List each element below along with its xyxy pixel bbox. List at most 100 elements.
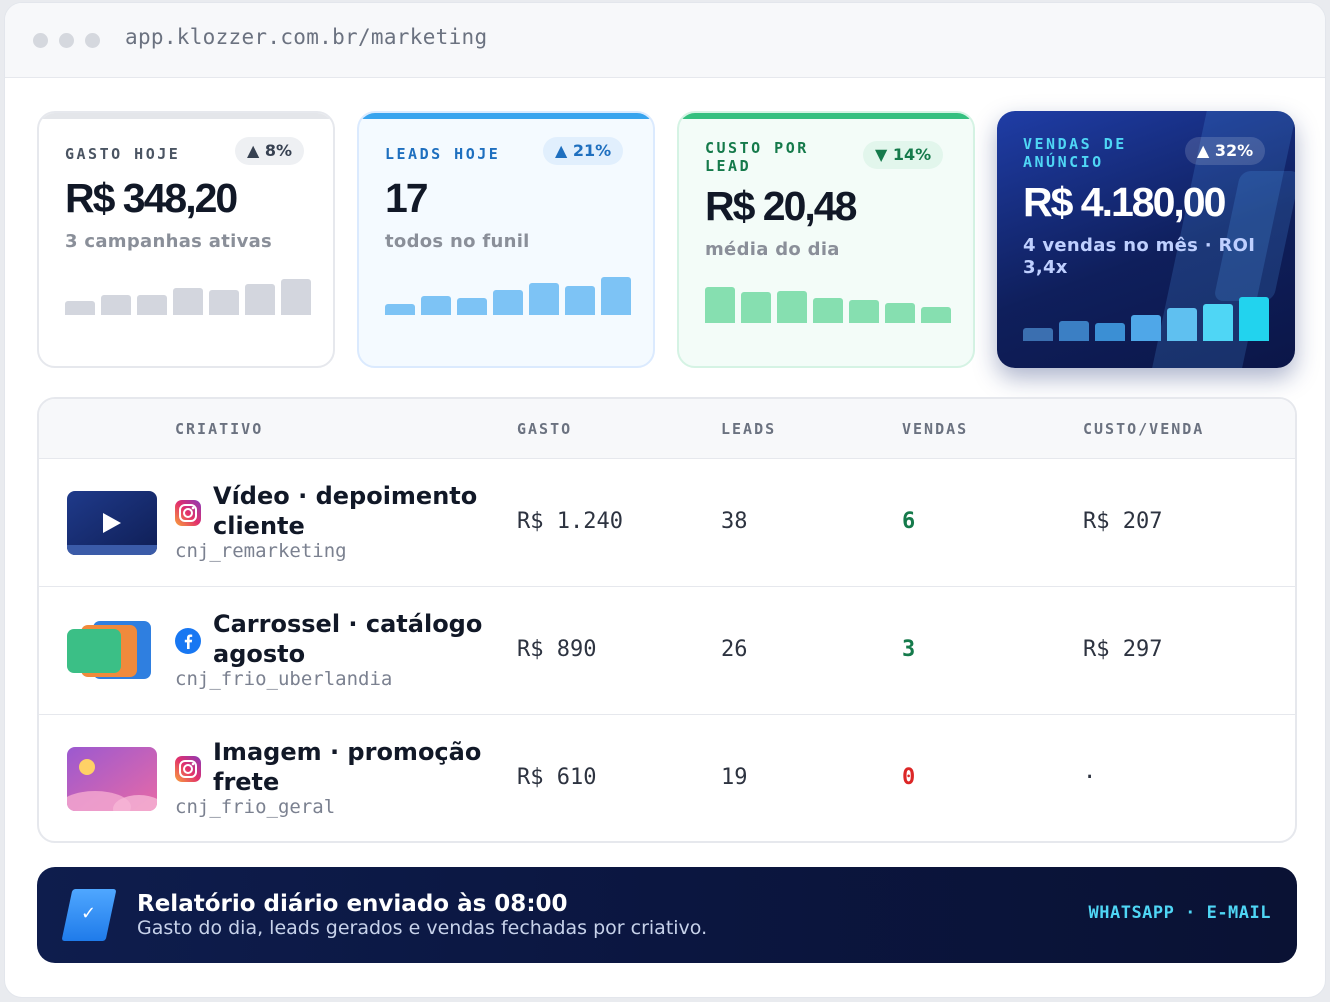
creative-title[interactable]: Carrossel · catálogo agosto: [213, 610, 483, 668]
instagram-icon: [175, 756, 201, 782]
table-row[interactable]: Imagem · promoção frete cnj_frio_geral R…: [39, 715, 1295, 841]
sparkline-bar: [493, 290, 523, 315]
sparkline: [65, 279, 311, 315]
sparkline-bar: [421, 296, 451, 315]
sparkline-bar: [209, 290, 239, 315]
play-icon: [103, 513, 121, 533]
kpi-card-leads: LEADS HOJE ▲ 21% 17 todos no funil: [357, 111, 655, 368]
banner-channels[interactable]: WHATSAPP · E-MAIL: [1088, 903, 1271, 923]
sparkline-bar: [281, 279, 311, 315]
sparkline-bar: [741, 292, 771, 323]
window-maximize-dot[interactable]: [85, 33, 100, 48]
kpi-trend-badge: ▲ 32%: [1185, 137, 1266, 165]
sparkline-bar: [601, 277, 631, 315]
kpi-value: R$ 348,20: [65, 175, 238, 221]
column-header-leads[interactable]: LEADS: [721, 420, 777, 438]
table-row[interactable]: Vídeo · depoimento cliente cnj_remarketi…: [39, 459, 1295, 587]
browser-titlebar: app.klozzer.com.br/marketing: [5, 3, 1325, 78]
banner-subtitle: Gasto do dia, leads gerados e vendas fec…: [137, 917, 708, 939]
window-close-dot[interactable]: [33, 33, 48, 48]
sparkline-bar: [1167, 308, 1197, 341]
kpi-value: 17: [385, 175, 429, 221]
creative-account: cnj_frio_uberlandia: [175, 668, 393, 690]
sparkline-bar: [245, 284, 275, 315]
sparkline: [385, 277, 631, 315]
sparkline: [1023, 297, 1269, 341]
creative-title[interactable]: Imagem · promoção frete: [213, 738, 482, 796]
creative-account: cnj_remarketing: [175, 540, 347, 562]
cost-per-sale-cell: ·: [1083, 765, 1097, 790]
spend-cell: R$ 890: [517, 637, 597, 662]
sparkline-bar: [705, 287, 735, 323]
sparkline-bar: [529, 283, 559, 315]
window-minimize-dot[interactable]: [59, 33, 74, 48]
spend-cell: R$ 1.240: [517, 509, 623, 534]
kpi-value: R$ 4.180,00: [1023, 179, 1226, 225]
creative-account: cnj_frio_geral: [175, 796, 336, 818]
leads-cell: 38: [721, 509, 748, 534]
kpi-card-spend: GASTO HOJE ▲ 8% R$ 348,20 3 campanhas at…: [37, 111, 335, 368]
sales-cell: 0: [902, 765, 916, 790]
sparkline-bar: [1239, 297, 1269, 341]
sparkline-bar: [885, 303, 915, 323]
video-thumbnail[interactable]: [67, 491, 157, 555]
instagram-icon: [175, 500, 201, 526]
sparkline-bar: [137, 295, 167, 315]
kpi-subtitle: 3 campanhas ativas: [65, 231, 273, 252]
kpi-subtitle: todos no funil: [385, 231, 530, 252]
kpi-label: CUSTO POR LEAD: [705, 139, 809, 175]
sparkline-bar: [457, 298, 487, 315]
leads-cell: 19: [721, 765, 748, 790]
sparkline-bar: [813, 298, 843, 323]
sparkline-bar: [921, 307, 951, 323]
checkmark-icon: ✓: [81, 903, 97, 924]
creatives-table: CRIATIVO GASTO LEADS VENDAS CUSTO/VENDA: [37, 397, 1297, 843]
carousel-thumbnail[interactable]: [67, 619, 157, 683]
column-header-sales[interactable]: VENDAS: [902, 420, 969, 438]
kpi-value: R$ 20,48: [705, 183, 857, 229]
banner-title: Relatório diário enviado às 08:00: [137, 891, 568, 917]
column-header-cost-per-sale[interactable]: CUSTO/VENDA: [1083, 420, 1205, 438]
table-row[interactable]: Carrossel · catálogo agosto cnj_frio_ube…: [39, 587, 1295, 715]
sparkline-bar: [777, 291, 807, 323]
creative-title[interactable]: Vídeo · depoimento cliente: [213, 482, 478, 540]
sparkline-bar: [65, 301, 95, 315]
leads-cell: 26: [721, 637, 748, 662]
table-header: CRIATIVO GASTO LEADS VENDAS CUSTO/VENDA: [39, 399, 1295, 459]
sparkline-bar: [565, 286, 595, 315]
sparkline-bar: [385, 304, 415, 315]
kpi-card-cost-per-lead: CUSTO POR LEAD ▼ 14% R$ 20,48 média do d…: [677, 111, 975, 368]
spend-cell: R$ 610: [517, 765, 597, 790]
column-header-creative[interactable]: CRIATIVO: [175, 420, 264, 438]
card-accent-line: [39, 113, 333, 119]
sparkline-bar: [173, 288, 203, 315]
sales-cell: 6: [902, 509, 916, 534]
sparkline-bar: [849, 300, 879, 323]
card-accent-line: [679, 113, 973, 119]
cost-per-sale-cell: R$ 207: [1083, 509, 1163, 534]
sparkline-bar: [1023, 328, 1053, 341]
facebook-icon: [175, 628, 201, 654]
address-bar[interactable]: app.klozzer.com.br/marketing: [125, 25, 488, 49]
kpi-label: VENDAS DE ANÚNCIO: [1023, 135, 1127, 171]
sparkline-bar: [1203, 304, 1233, 341]
sparkline: [705, 287, 951, 323]
sparkline-bar: [101, 295, 131, 315]
kpi-trend-badge: ▲ 21%: [543, 137, 624, 165]
kpi-trend-badge: ▼ 14%: [863, 141, 944, 169]
sparkline-bar: [1059, 321, 1089, 341]
kpi-subtitle: média do dia: [705, 239, 840, 260]
kpi-subtitle: 4 vendas no mês · ROI 3,4x: [1023, 235, 1256, 278]
kpi-trend-badge: ▲ 8%: [235, 137, 305, 165]
image-thumbnail[interactable]: [67, 747, 157, 811]
sparkline-bar: [1131, 315, 1161, 341]
kpi-label: LEADS HOJE: [385, 145, 501, 163]
sales-cell: 3: [902, 637, 916, 662]
kpi-card-ad-sales: VENDAS DE ANÚNCIO ▲ 32% R$ 4.180,00 4 ve…: [997, 111, 1295, 368]
kpi-label: GASTO HOJE: [65, 145, 181, 163]
cost-per-sale-cell: R$ 297: [1083, 637, 1163, 662]
browser-window: app.klozzer.com.br/marketing GASTO HOJE …: [4, 2, 1326, 998]
sparkline-bar: [1095, 323, 1125, 341]
card-accent-line: [359, 113, 653, 119]
column-header-spend[interactable]: GASTO: [517, 420, 573, 438]
